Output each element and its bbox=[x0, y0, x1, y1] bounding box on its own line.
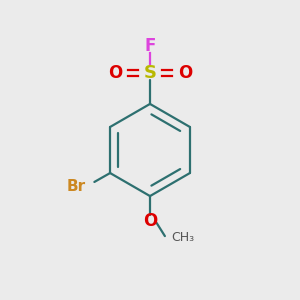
Text: S: S bbox=[143, 64, 157, 82]
Text: O: O bbox=[178, 64, 192, 82]
Text: CH₃: CH₃ bbox=[171, 231, 194, 244]
Text: Br: Br bbox=[66, 179, 85, 194]
Text: O: O bbox=[108, 64, 122, 82]
Text: O: O bbox=[143, 212, 157, 230]
Text: F: F bbox=[144, 37, 156, 55]
